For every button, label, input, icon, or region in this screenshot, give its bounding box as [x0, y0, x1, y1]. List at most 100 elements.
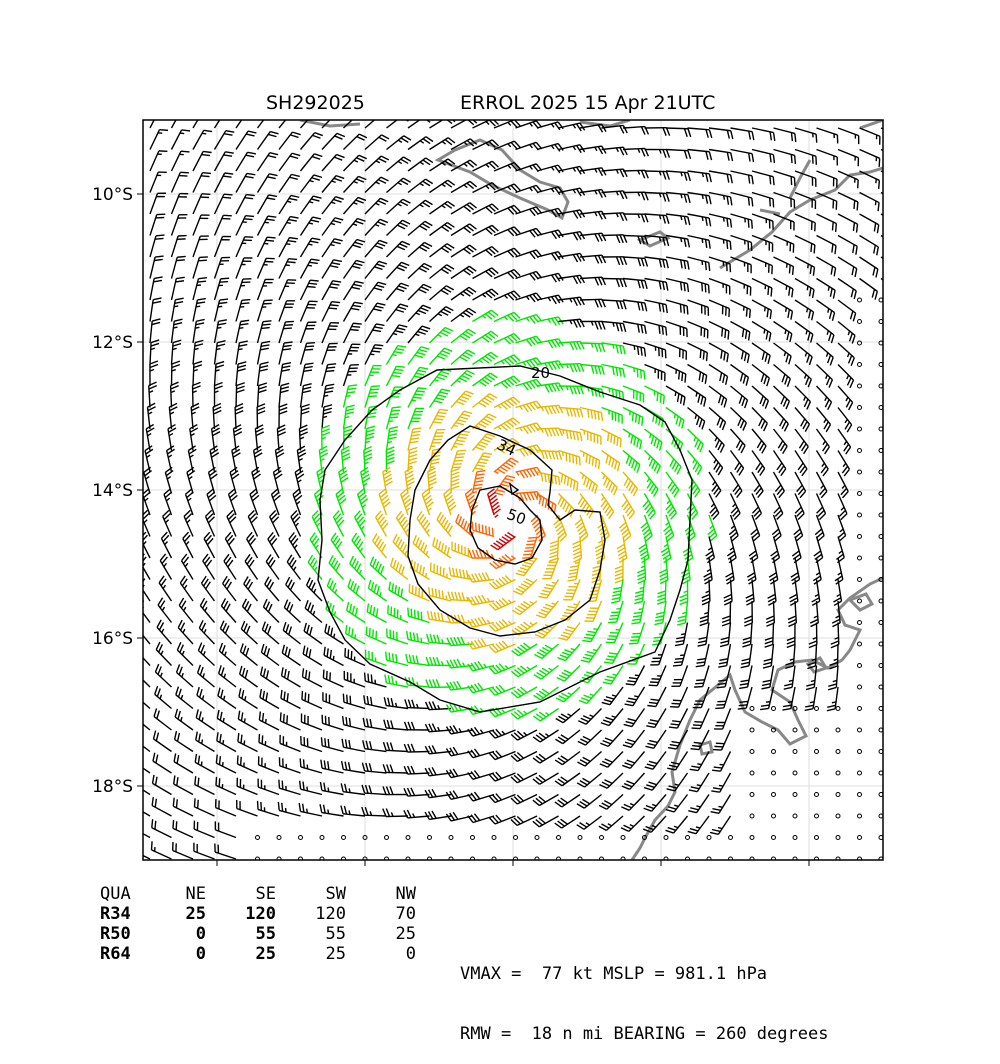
wind-barb: [130, 841, 150, 859]
calm-marker: [858, 513, 862, 517]
wind-barb: [215, 109, 235, 128]
wind-barb: [838, 322, 855, 344]
wind-barb: [363, 718, 386, 730]
wind-barb: [795, 408, 809, 432]
wind-barb: [447, 681, 473, 690]
wind-barb: [752, 429, 766, 453]
wind-barb: [365, 177, 389, 192]
wind-barb: [408, 137, 433, 150]
wind-barb: [279, 280, 296, 300]
calm-marker: [793, 814, 797, 818]
wind-barb: [795, 494, 804, 520]
radii-value: 25: [206, 944, 276, 964]
wind-barb: [473, 225, 499, 235]
wind-barb: [774, 408, 789, 432]
wind-barb: [387, 427, 398, 451]
wind-barb: [236, 362, 246, 386]
wind-barb: [259, 712, 279, 730]
wind-barb: [279, 153, 300, 171]
wind-barb: [194, 821, 214, 838]
wind-barb: [301, 259, 320, 278]
wind-barb: [355, 511, 366, 537]
wind-barb: [709, 279, 730, 295]
wind-barb: [279, 174, 300, 192]
wind-barb: [731, 472, 742, 498]
wind-barb: [761, 666, 773, 689]
wind-barb: [286, 577, 301, 601]
wind-barb: [795, 472, 806, 498]
calm-marker: [535, 836, 539, 840]
calm-marker: [793, 793, 797, 797]
wind-barb: [645, 343, 666, 358]
wind-barb: [557, 666, 580, 682]
wind-barb: [408, 200, 433, 214]
wind-barb: [644, 795, 666, 812]
wind-barb: [774, 429, 788, 454]
wind-barb: [713, 730, 730, 750]
wind-barb: [489, 729, 515, 738]
wind-barb: [669, 709, 688, 729]
wind-barb: [451, 245, 476, 257]
wind-barb: [752, 128, 775, 141]
wind-barb: [654, 601, 666, 625]
wind-barb: [258, 383, 267, 408]
wind-barb: [194, 843, 215, 859]
calm-marker: [836, 728, 840, 732]
wind-barb: [511, 730, 537, 740]
wind-barb: [132, 752, 150, 773]
wind-barb: [611, 580, 623, 603]
wind-barb: [645, 322, 667, 336]
wind-barb: [512, 643, 537, 656]
wind-barb: [322, 197, 344, 214]
wind-barb: [688, 343, 708, 361]
wind-barb: [795, 279, 814, 298]
wind-barb: [236, 320, 249, 343]
calm-marker: [686, 836, 690, 840]
wind-barb: [623, 472, 637, 496]
wind-barb: [265, 577, 279, 601]
wind-barb: [279, 132, 301, 149]
wind-barb: [133, 708, 150, 730]
radii-label: R64: [100, 944, 148, 964]
wind-barb: [365, 324, 384, 343]
calm-marker: [858, 298, 862, 302]
calm-marker: [621, 836, 625, 840]
wind-barb: [602, 408, 623, 424]
wind-barb: [451, 266, 476, 278]
wind-barb: [671, 666, 687, 687]
wind-barb: [194, 798, 214, 816]
wind-barb: [666, 365, 686, 383]
wind-barb: [344, 218, 366, 235]
wind-barb: [555, 773, 580, 786]
wind-barb: [602, 279, 627, 288]
wind-barb: [408, 608, 430, 623]
wind-barb: [301, 736, 322, 751]
wind-barb: [344, 281, 364, 300]
wind-barb: [710, 816, 730, 834]
wind-barb: [258, 779, 279, 795]
wind-barb: [131, 819, 150, 838]
wind-barb: [666, 279, 688, 293]
wind-barb: [150, 361, 158, 386]
wind-barb: [258, 174, 278, 193]
wind-barb: [279, 217, 299, 236]
wind-barb: [389, 582, 408, 601]
wind-barb: [752, 150, 774, 164]
wind-barb: [549, 537, 558, 562]
wind-barb: [623, 730, 645, 747]
wind-barb: [817, 279, 836, 299]
wind-barb: [406, 654, 430, 665]
calm-marker: [320, 836, 324, 840]
wind-barb: [817, 171, 837, 188]
wind-barb: [430, 389, 450, 407]
wind-barb: [240, 643, 257, 665]
wind-barb: [173, 820, 193, 838]
wind-barb: [408, 408, 424, 429]
radii-header-qua: QUA: [100, 884, 148, 904]
wind-barb: [224, 554, 236, 579]
wind-barb: [645, 451, 661, 474]
wind-barb: [430, 244, 455, 257]
wind-barb: [473, 247, 499, 257]
wind-barb: [603, 666, 623, 685]
wind-barb: [860, 214, 879, 233]
